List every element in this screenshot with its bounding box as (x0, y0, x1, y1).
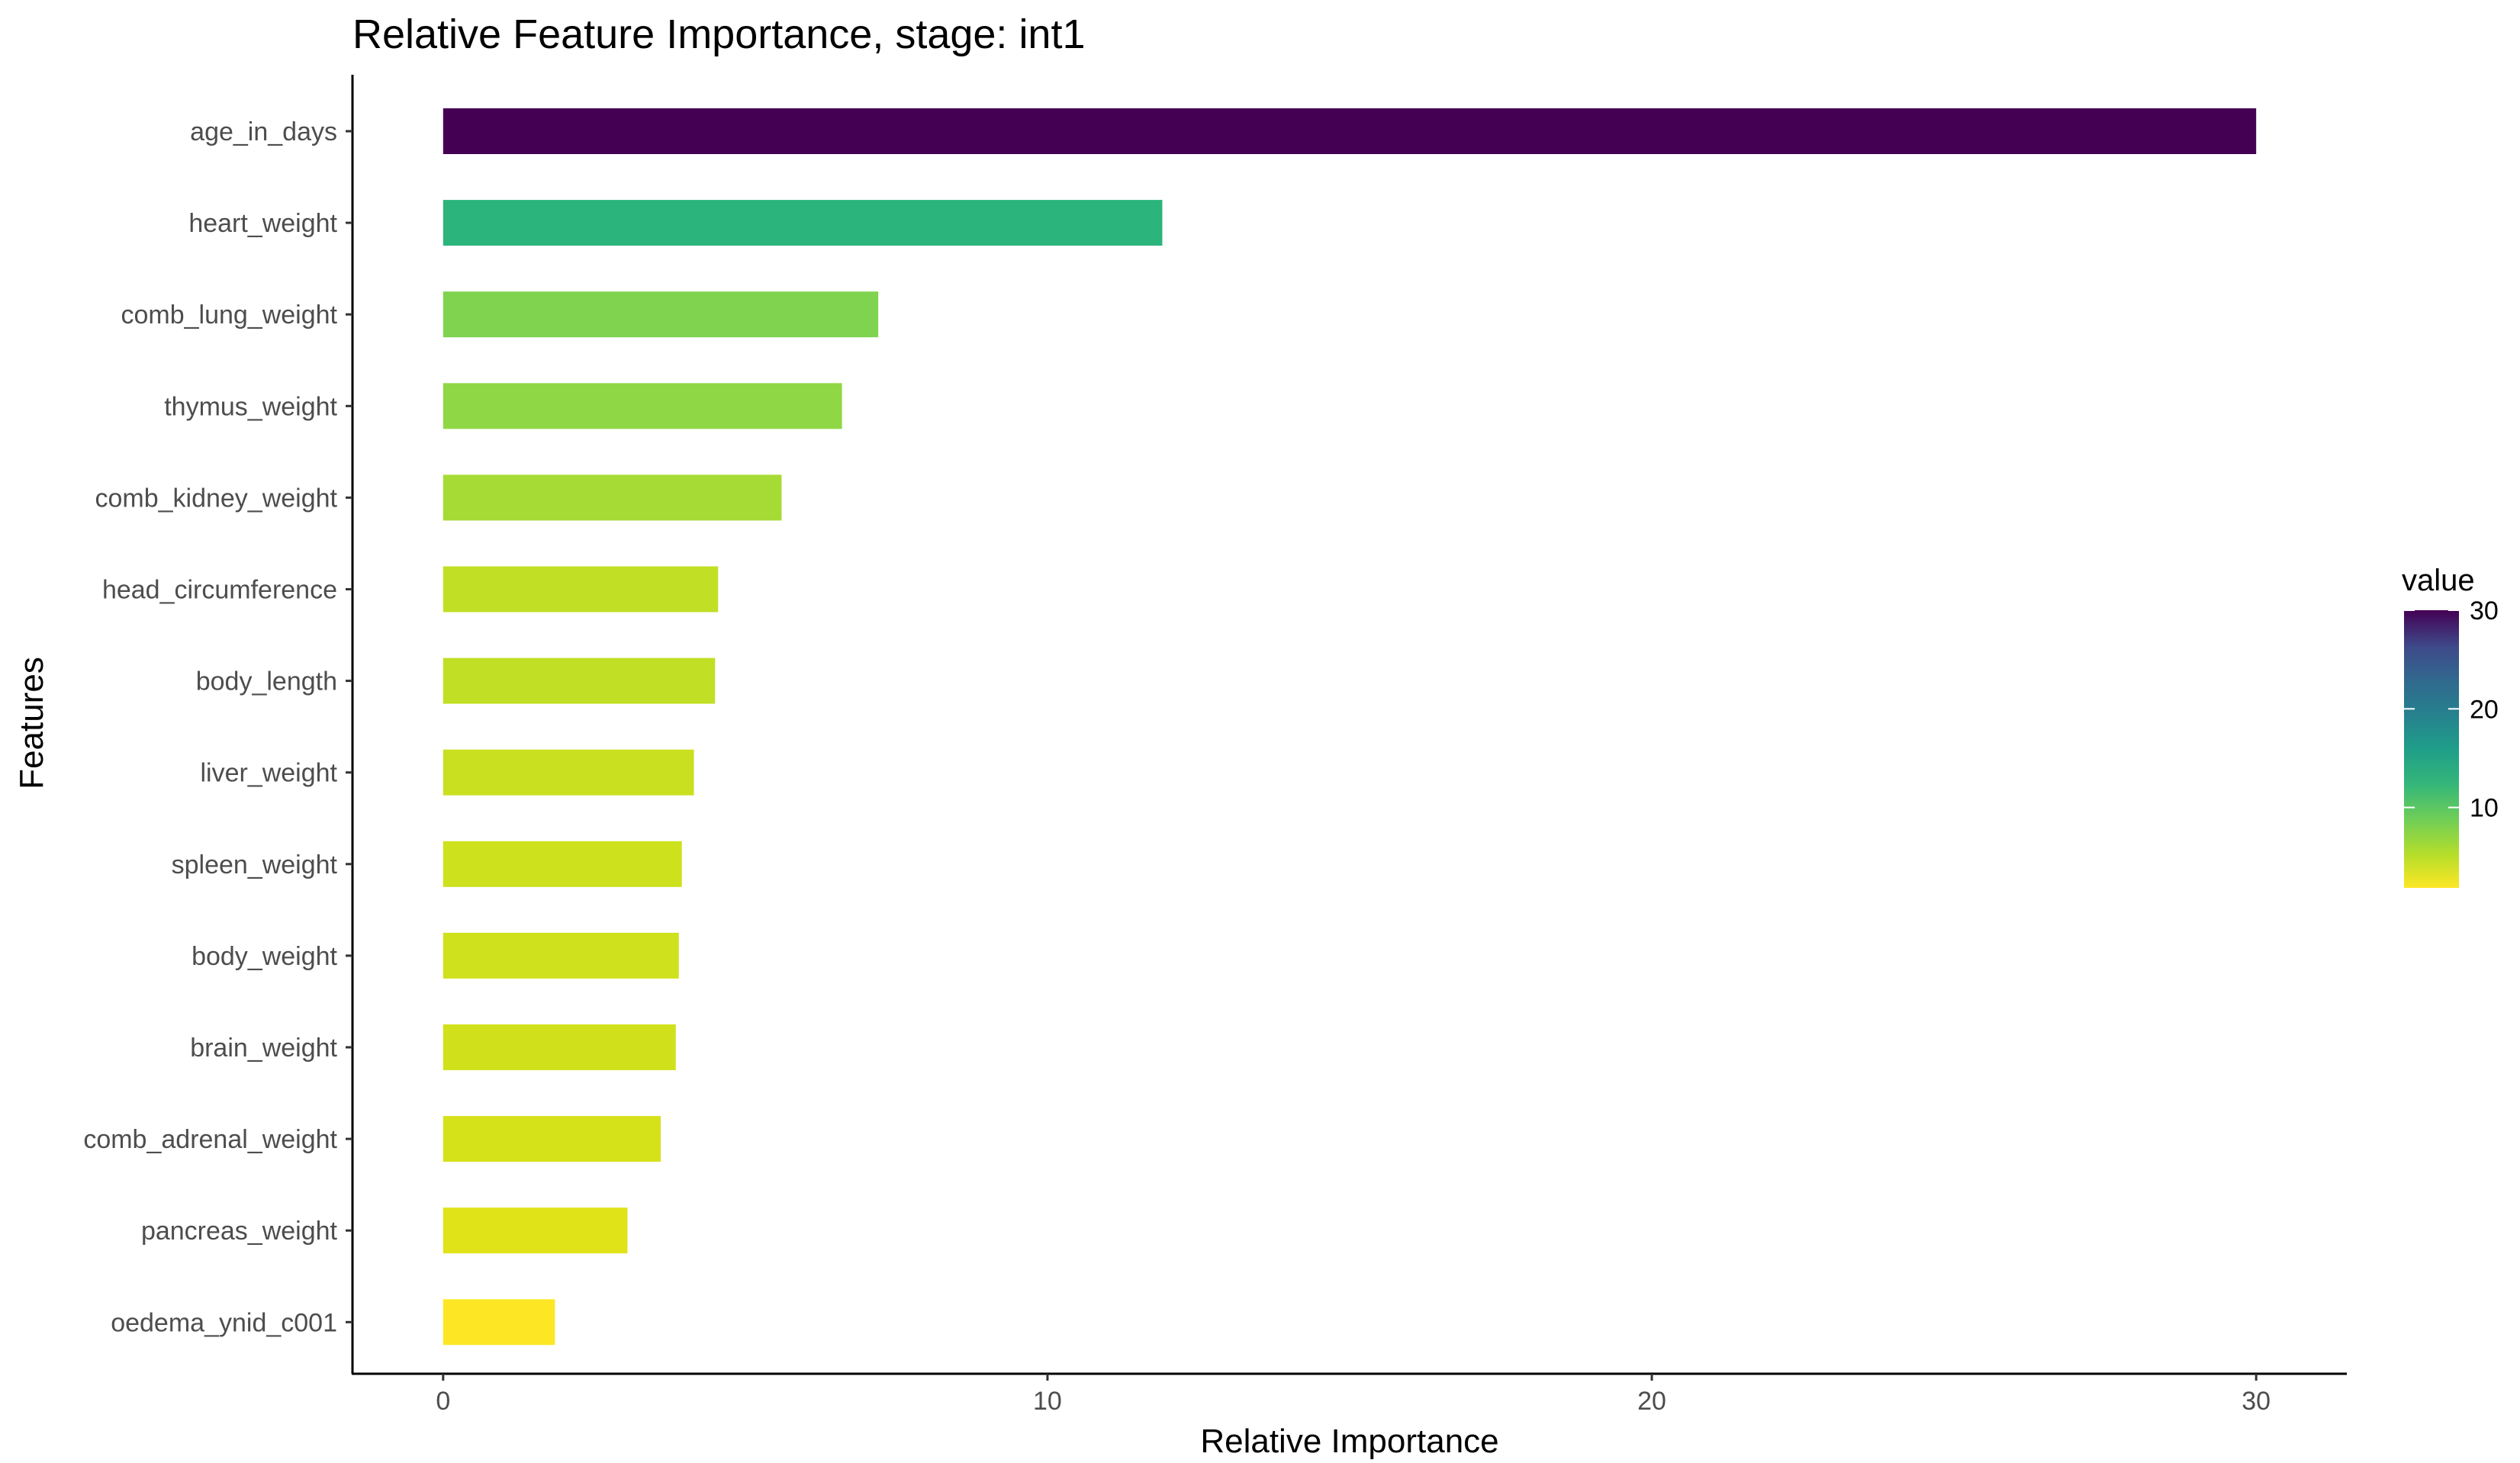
bar-body_length (443, 658, 716, 704)
y-tick-label: age_in_days (190, 117, 337, 146)
y-tick-label: oedema_ynid_c001 (111, 1308, 337, 1337)
y-tick-label: head_circumference (102, 576, 337, 605)
bar-brain_weight (443, 1024, 676, 1070)
bar-spleen_weight (443, 841, 682, 887)
y-tick-label: thymus_weight (164, 392, 337, 421)
bar-comb_kidney_weight (443, 474, 782, 521)
legend-tick-label: 20 (2470, 695, 2499, 724)
legend-title: value (2402, 564, 2475, 597)
x-tick-label: 10 (1033, 1387, 1062, 1416)
x-tick-label: 0 (436, 1387, 450, 1416)
bar-comb_lung_weight (443, 291, 879, 338)
legend-ticks-layer: 10 20 30 (2404, 596, 2499, 823)
y-tick-label: spleen_weight (172, 850, 338, 879)
x-tick-label: 20 (1637, 1387, 1666, 1416)
x-tick-label: 30 (2242, 1387, 2271, 1416)
x-ticks-layer: 0 10 20 30 (436, 1374, 2271, 1416)
y-tick-label: comb_kidney_weight (95, 484, 337, 513)
bar-comb_adrenal_weight (443, 1116, 661, 1162)
bar-oedema_ynid_c001 (443, 1299, 555, 1346)
y-tick-label: liver_weight (200, 759, 337, 788)
y-tick-label: comb_lung_weight (121, 301, 337, 330)
bars-layer (443, 108, 2257, 1346)
x-axis-title: Relative Importance (1200, 1423, 1498, 1460)
y-tick-label: pancreas_weight (141, 1217, 338, 1246)
legend-tick-label: 10 (2470, 794, 2499, 823)
y-axis-title: Features (13, 657, 50, 789)
bar-liver_weight (443, 749, 694, 796)
bar-body_weight (443, 932, 679, 979)
y-tick-label: body_length (196, 667, 337, 696)
y-tick-label: comb_adrenal_weight (83, 1125, 337, 1154)
chart-title: Relative Feature Importance, stage: int1 (352, 11, 1086, 57)
bar-age_in_days (443, 108, 2257, 154)
bar-thymus_weight (443, 383, 842, 429)
y-tick-label: body_weight (191, 942, 337, 971)
y-ticks-layer: age_in_days heart_weight comb_lung_weightt… (83, 117, 352, 1337)
bar-heart_weight (443, 200, 1163, 246)
bar-head_circumference (443, 566, 719, 613)
color-legend: value 10 20 30 (2402, 564, 2499, 888)
legend-tick-label: 30 (2470, 596, 2499, 625)
y-tick-label: heart_weight (188, 209, 337, 238)
bar-pancreas_weight (443, 1207, 628, 1254)
y-tick-label: brain_weight (190, 1034, 337, 1063)
legend-colorbar (2404, 610, 2459, 888)
